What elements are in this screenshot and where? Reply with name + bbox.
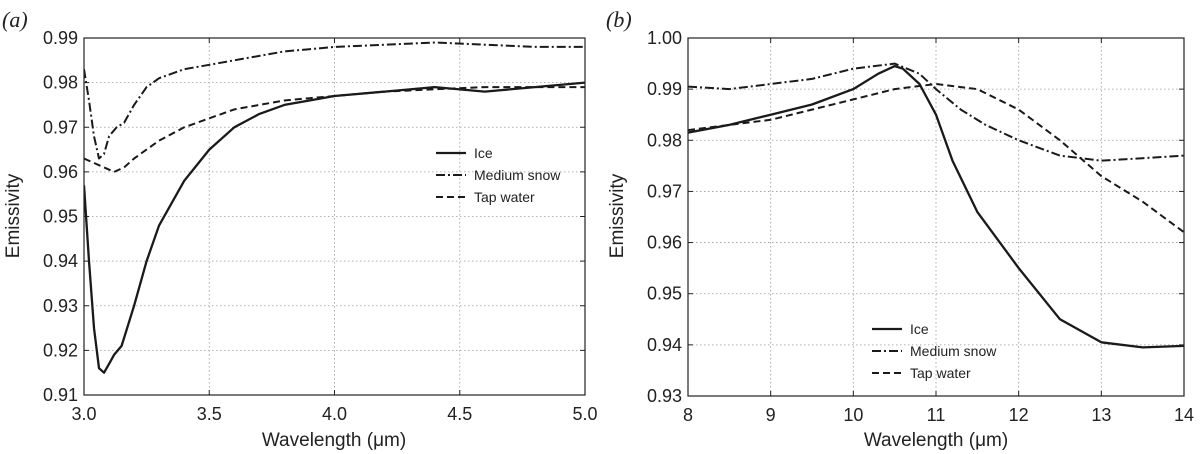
ticks-a: 3.0 3.5 4.0 4.5 5.0 0.91 0.92 0.93 0.94 0.95 0.96 0… [43,28,598,424]
series-group-a [84,41,585,374]
legend-label: Tap water [474,189,535,205]
legend-label: Medium snow [474,167,561,183]
legend-label: Ice [910,321,929,337]
x-tick-label: 4.5 [447,404,472,424]
x-tick-label: 12 [1009,405,1029,425]
x-tick-label: 3.5 [197,404,222,424]
y-tick-label: 0.99 [647,79,682,99]
chart-panel-a: (a) 3.0 3.5 4.0 4.5 5.0 0.91 0.92 0.93 0.94 0.95 0… [2,7,598,451]
y-tick-label: 0.97 [43,117,78,137]
legend-label: Ice [474,145,493,161]
legend-label: Tap water [910,365,971,381]
panel-label-a: (a) [2,7,28,32]
x-tick-label: 4.0 [322,404,347,424]
x-axis-label-b: Wavelength (μm) [864,430,1008,451]
y-tick-label: 0.96 [43,162,78,182]
legend-a: Ice Medium snow Tap water [436,145,561,205]
legend-b: Ice Medium snow Tap water [872,321,997,381]
y-tick-label: 0.96 [647,233,682,253]
y-tick-label: 0.98 [43,73,78,93]
gridlines-a [84,38,585,395]
y-tick-label: 0.93 [647,386,682,406]
y-tick-label: 0.95 [43,207,78,227]
y-tick-label: 0.97 [647,181,682,201]
series-line-ice [84,81,585,374]
y-tick-label: 0.94 [43,251,78,271]
y-tick-label: 0.98 [647,130,682,150]
plot-frame-a [83,37,586,396]
y-tick-label: 0.94 [647,335,682,355]
x-tick-label: 14 [1174,405,1194,425]
y-tick-label: 0.91 [43,385,78,405]
x-tick-label: 3.0 [71,404,96,424]
x-axis-label-a: Wavelength (μm) [262,430,406,451]
x-tick-label: 5.0 [572,404,597,424]
y-axis-label-a: Emissivity [3,173,24,258]
y-tick-label: 1.00 [647,28,682,48]
ticks-b: 8 9 10 11 12 13 14 0.93 0.94 0.95 0.96 0.97 0.98 0.99… [647,28,1194,425]
panel-label-b: (b) [606,7,632,32]
x-tick-label: 9 [766,405,776,425]
y-tick-label: 0.99 [43,28,78,48]
x-tick-label: 8 [683,405,693,425]
series-line-medium-snow [84,41,585,160]
y-axis-label-b: Emissivity [607,173,628,258]
x-tick-label: 13 [1091,405,1111,425]
y-tick-label: 0.95 [647,284,682,304]
legend-label: Medium snow [910,343,997,359]
series-group-b [688,62,1184,349]
chart-panel-b: (b) 8 9 10 11 12 13 14 0.93 0.94 0.95 0.96 0.97 0.98… [606,7,1194,451]
series-line-tap-water [688,83,1184,234]
series-line-medium-snow [688,62,1184,162]
series-line-tap-water [84,86,585,173]
y-tick-label: 0.93 [43,296,78,316]
y-tick-label: 0.92 [43,340,78,360]
x-tick-label: 11 [927,405,946,425]
series-line-ice [688,64,1184,349]
x-tick-label: 10 [843,405,863,425]
